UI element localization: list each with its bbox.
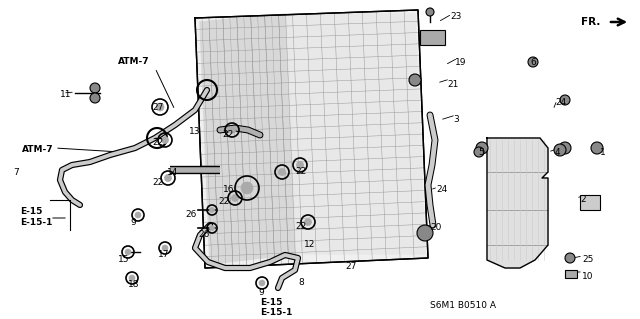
- Circle shape: [209, 207, 214, 212]
- Text: 18: 18: [128, 280, 140, 289]
- Text: 21: 21: [447, 80, 458, 89]
- Text: E-15: E-15: [260, 298, 282, 307]
- Text: 22: 22: [222, 130, 233, 139]
- Text: 22: 22: [152, 178, 163, 187]
- Text: 26: 26: [185, 210, 196, 219]
- Circle shape: [125, 249, 131, 255]
- Circle shape: [156, 103, 164, 111]
- Circle shape: [241, 182, 253, 194]
- Circle shape: [162, 245, 168, 251]
- Text: 22: 22: [295, 222, 307, 231]
- Text: 25: 25: [582, 255, 593, 264]
- Circle shape: [90, 83, 100, 93]
- Text: ATM-7: ATM-7: [22, 145, 54, 154]
- Polygon shape: [200, 14, 297, 264]
- Text: 9: 9: [258, 288, 264, 297]
- Text: 17: 17: [158, 250, 170, 259]
- Bar: [580, 195, 600, 210]
- Text: 22: 22: [295, 167, 307, 176]
- Circle shape: [278, 168, 285, 175]
- Circle shape: [90, 93, 100, 103]
- Circle shape: [409, 74, 421, 86]
- Circle shape: [209, 226, 214, 231]
- Text: FR.: FR.: [580, 17, 600, 27]
- Text: 4: 4: [555, 148, 561, 157]
- Circle shape: [232, 195, 239, 202]
- Text: 19: 19: [455, 58, 467, 67]
- Circle shape: [259, 280, 265, 286]
- Text: S6M1 B0510 A: S6M1 B0510 A: [430, 301, 496, 310]
- Text: 15: 15: [118, 255, 129, 264]
- Bar: [565, 270, 577, 278]
- Circle shape: [296, 161, 303, 168]
- Text: 11: 11: [60, 90, 72, 99]
- Text: 8: 8: [298, 278, 304, 287]
- Text: ATM-7: ATM-7: [118, 57, 150, 66]
- Text: 1: 1: [600, 148, 605, 157]
- Circle shape: [228, 127, 236, 133]
- Text: 3: 3: [453, 115, 459, 124]
- Text: 22: 22: [152, 138, 163, 147]
- Polygon shape: [287, 14, 425, 254]
- Text: 24: 24: [436, 185, 447, 194]
- Circle shape: [417, 225, 433, 241]
- Text: E-15-1: E-15-1: [260, 308, 292, 317]
- Text: 6: 6: [530, 58, 536, 67]
- Text: 7: 7: [13, 168, 19, 177]
- Bar: [420, 30, 445, 45]
- Text: 26: 26: [198, 230, 209, 239]
- Circle shape: [560, 95, 570, 105]
- Circle shape: [474, 147, 484, 157]
- Circle shape: [135, 212, 141, 218]
- Circle shape: [528, 57, 538, 67]
- Text: 20: 20: [430, 223, 442, 232]
- Text: 16: 16: [223, 185, 234, 194]
- Circle shape: [591, 142, 603, 154]
- Text: E-15: E-15: [20, 207, 42, 216]
- Text: 23: 23: [450, 12, 461, 21]
- Circle shape: [559, 142, 571, 154]
- Circle shape: [129, 275, 135, 281]
- Text: 27: 27: [152, 103, 163, 112]
- Text: 12: 12: [304, 240, 316, 249]
- Text: 5: 5: [478, 148, 484, 157]
- Text: 14: 14: [167, 168, 179, 177]
- Text: E-15-1: E-15-1: [20, 218, 52, 227]
- Circle shape: [554, 144, 566, 156]
- Text: 24: 24: [555, 98, 566, 107]
- Circle shape: [161, 137, 168, 144]
- Circle shape: [426, 8, 434, 16]
- Polygon shape: [487, 138, 548, 268]
- Text: 22: 22: [218, 197, 229, 206]
- Circle shape: [305, 219, 312, 226]
- Text: 10: 10: [582, 272, 593, 281]
- Polygon shape: [195, 10, 428, 268]
- Text: 2: 2: [580, 195, 586, 204]
- Circle shape: [565, 253, 575, 263]
- Circle shape: [476, 142, 488, 154]
- Text: 27: 27: [345, 262, 356, 271]
- Text: 9: 9: [130, 218, 136, 227]
- Text: 13: 13: [189, 127, 200, 136]
- Circle shape: [164, 174, 172, 182]
